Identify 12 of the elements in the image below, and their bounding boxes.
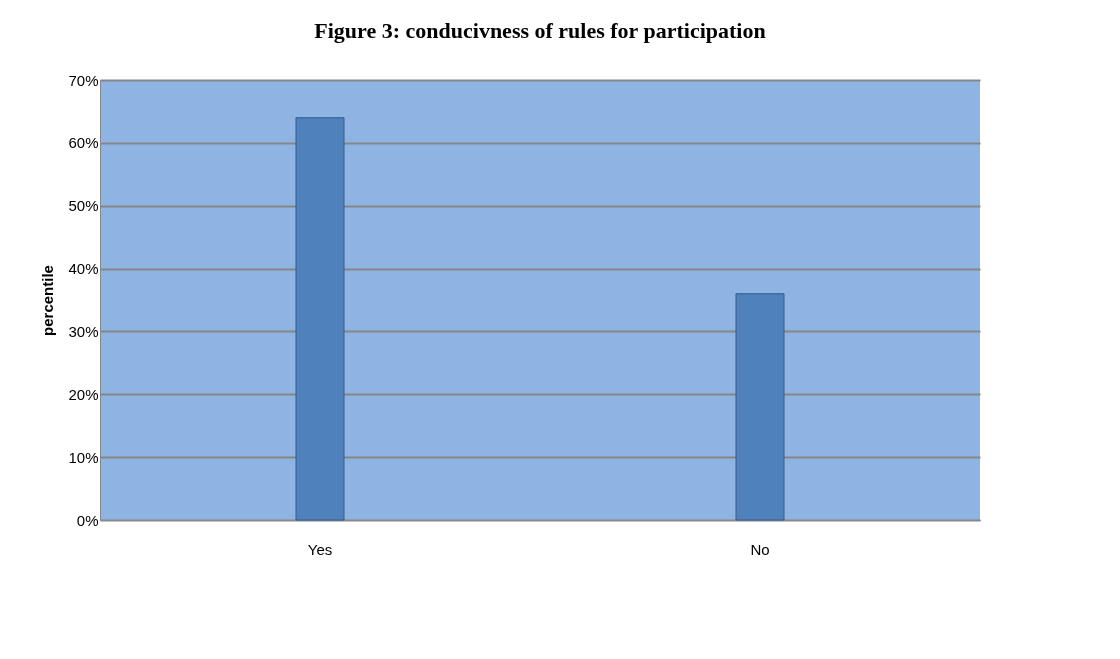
y-tick-label: 70% <box>68 71 99 89</box>
y-axis-title: percentile <box>39 265 57 336</box>
y-tick-label: 60% <box>68 134 99 152</box>
y-tick-label: 30% <box>68 322 99 340</box>
x-tick-label: No <box>750 540 770 558</box>
y-tick-label: 10% <box>68 448 99 466</box>
x-tick-label: Yes <box>307 540 333 558</box>
y-tick-label: 50% <box>68 197 99 215</box>
y-tick-label: 40% <box>68 260 99 278</box>
y-tick-label: 0% <box>76 511 99 529</box>
chart-title: Figure 3: conducivness of rules for participation <box>314 18 766 43</box>
y-tick-label: 20% <box>68 385 99 403</box>
